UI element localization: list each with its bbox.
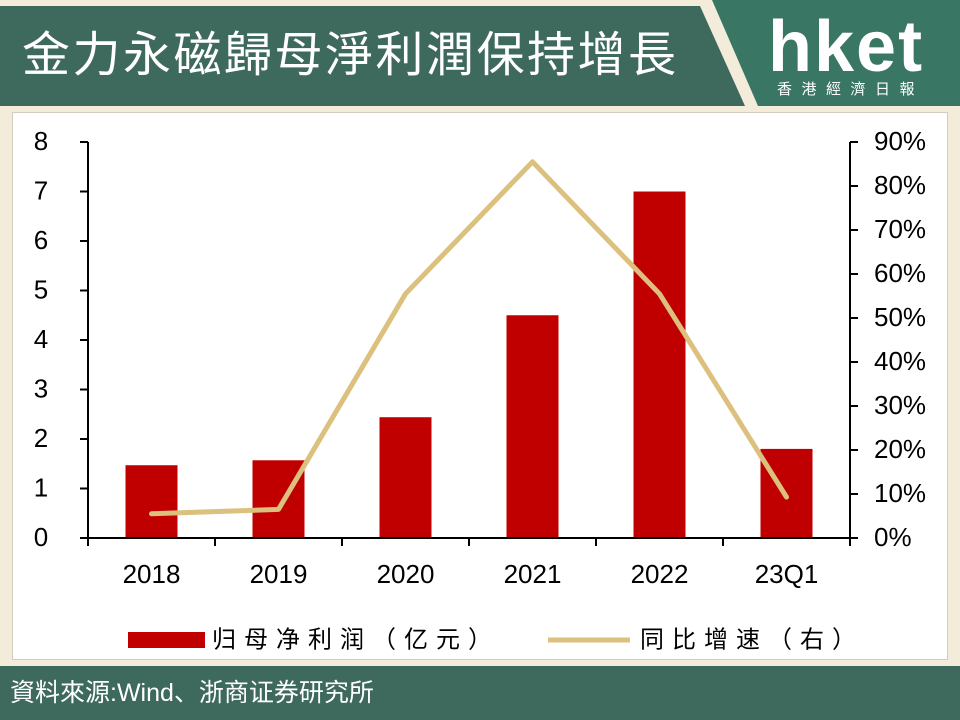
right-tick-label-1: 10% [874,478,926,508]
legend: 归母净利润（亿元） 同比增速（右） [128,626,864,653]
left-tick-label-3: 3 [34,373,48,403]
right-tick-label-0: 0% [874,522,912,552]
bar-2018 [125,465,178,538]
left-tick-label-5: 5 [34,274,48,304]
logo-wordmark: hket [768,7,925,87]
logo-tagline: 香港經濟日報 [777,80,925,98]
hket-logo [712,0,960,106]
source-footer [0,666,960,720]
x-tick-label-2022: 2022 [631,559,689,589]
bar-2020 [379,417,432,538]
bar-2019 [252,460,305,538]
x-tick-label-2021: 2021 [504,559,562,589]
right-tick-label-3: 30% [874,390,926,420]
right-tick-label-4: 40% [874,346,926,376]
chart-panel [12,112,948,660]
x-tick-label-23q1: 23Q1 [755,559,819,589]
left-tick-label-1: 1 [34,472,48,502]
left-tick-label-6: 6 [34,225,48,255]
right-tick-label-2: 20% [874,434,926,464]
bar-2021 [506,315,559,538]
combo-chart: 0123456780%10%20%30%40%50%60%70%80%90%20… [34,126,926,653]
right-tick-label-8: 80% [874,170,926,200]
right-tick-label-7: 70% [874,214,926,244]
x-tick-label-2018: 2018 [123,559,181,589]
growth-rate-line [149,159,789,517]
right-tick-label-9: 90% [874,126,926,156]
title-banner [0,6,745,106]
source-note: 資料來源:Wind、浙商证券研究所 [10,679,374,707]
legend-label-line: 同比增速（右） [640,626,864,653]
left-tick-label-2: 2 [34,423,48,453]
legend-swatch-bar [128,632,205,648]
left-tick-label-0: 0 [34,522,48,552]
right-tick-label-5: 50% [874,302,926,332]
page-title: 金力永磁歸母淨利潤保持增長 [22,29,679,82]
left-tick-label-8: 8 [34,126,48,156]
x-tick-label-2020: 2020 [377,559,435,589]
legend-label-bar: 归母净利润（亿元） [212,626,500,653]
x-tick-label-2019: 2019 [250,559,308,589]
left-tick-label-4: 4 [34,324,48,354]
right-tick-label-6: 60% [874,258,926,288]
bar-2022 [633,191,686,538]
left-tick-label-7: 7 [34,175,48,205]
